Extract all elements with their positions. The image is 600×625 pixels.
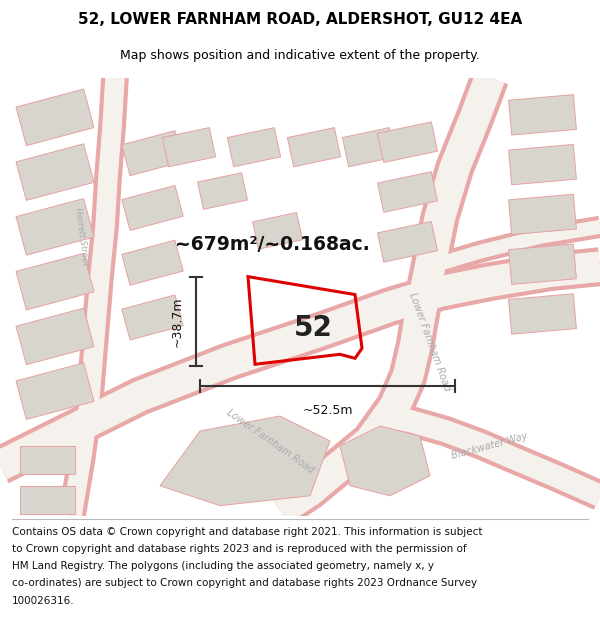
- Bar: [16, 199, 94, 255]
- Bar: [16, 363, 94, 419]
- Text: Contains OS data © Crown copyright and database right 2021. This information is : Contains OS data © Crown copyright and d…: [12, 526, 482, 536]
- Bar: [227, 127, 281, 167]
- Text: Herrett Street: Herrett Street: [73, 208, 91, 266]
- Bar: [509, 244, 577, 284]
- Bar: [16, 253, 94, 310]
- Text: 52, LOWER FARNHAM ROAD, ALDERSHOT, GU12 4EA: 52, LOWER FARNHAM ROAD, ALDERSHOT, GU12 …: [78, 12, 522, 27]
- Text: 100026316.: 100026316.: [12, 596, 74, 606]
- Bar: [343, 127, 395, 167]
- Bar: [509, 294, 577, 334]
- Bar: [377, 122, 437, 162]
- Bar: [122, 240, 183, 285]
- Bar: [16, 144, 94, 201]
- Bar: [287, 127, 341, 167]
- Bar: [509, 94, 577, 135]
- Text: Lower Farnham Road: Lower Farnham Road: [224, 407, 316, 475]
- Polygon shape: [160, 416, 330, 506]
- Text: ~679m²/~0.168ac.: ~679m²/~0.168ac.: [175, 235, 370, 254]
- Text: co-ordinates) are subject to Crown copyright and database rights 2023 Ordnance S: co-ordinates) are subject to Crown copyr…: [12, 578, 477, 588]
- Bar: [20, 486, 75, 514]
- Bar: [122, 295, 183, 340]
- Text: HM Land Registry. The polygons (including the associated geometry, namely x, y: HM Land Registry. The polygons (includin…: [12, 561, 434, 571]
- Text: to Crown copyright and database rights 2023 and is reproduced with the permissio: to Crown copyright and database rights 2…: [12, 544, 467, 554]
- Text: ~52.5m: ~52.5m: [302, 404, 353, 417]
- Text: Blackwater Way: Blackwater Way: [451, 431, 529, 461]
- Bar: [197, 173, 247, 209]
- Text: Lower Farnham Road: Lower Farnham Road: [407, 291, 452, 392]
- Bar: [122, 131, 183, 176]
- Bar: [163, 127, 215, 167]
- Text: Map shows position and indicative extent of the property.: Map shows position and indicative extent…: [120, 49, 480, 62]
- Bar: [377, 172, 437, 212]
- Bar: [16, 89, 94, 146]
- Bar: [509, 194, 577, 234]
- Bar: [253, 213, 302, 249]
- Text: ~38.7m: ~38.7m: [171, 296, 184, 347]
- Text: 52: 52: [293, 314, 332, 342]
- Bar: [20, 446, 75, 474]
- Bar: [16, 308, 94, 364]
- Bar: [509, 144, 577, 185]
- Bar: [122, 186, 183, 231]
- Bar: [377, 221, 437, 262]
- Polygon shape: [340, 426, 430, 496]
